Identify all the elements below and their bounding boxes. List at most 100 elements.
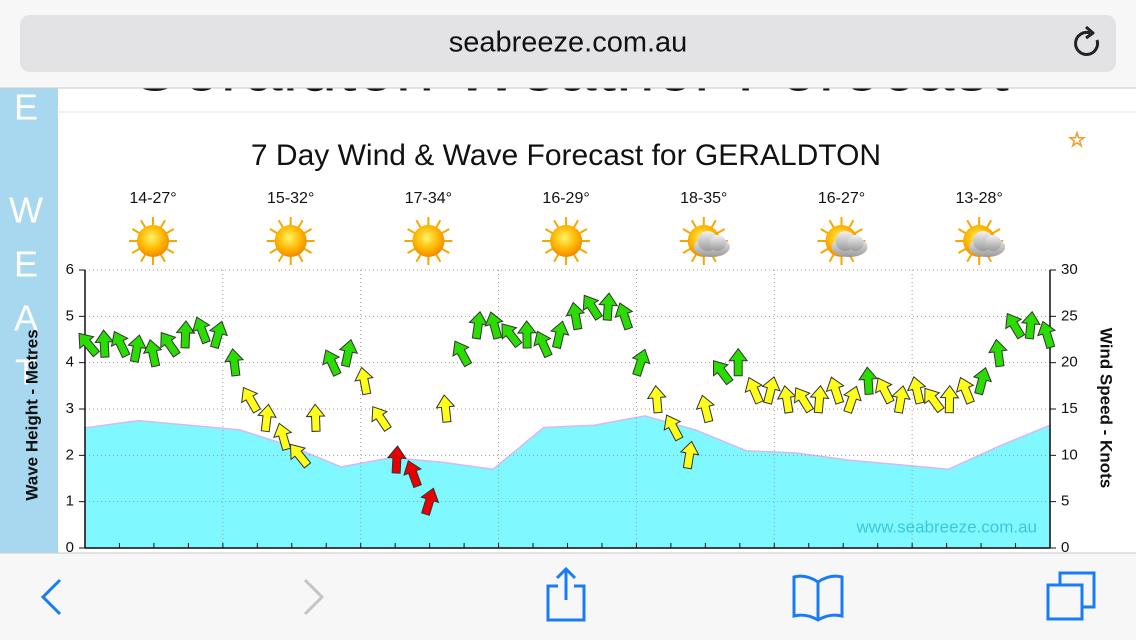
cloud — [709, 235, 726, 251]
wind-arrow — [744, 376, 764, 405]
tabs-button[interactable] — [1046, 571, 1096, 621]
cloud — [985, 235, 1002, 251]
wind-arrow — [403, 459, 422, 489]
wind-arrow — [338, 338, 359, 368]
y-tick-label: 3 — [66, 400, 74, 417]
wind-arrow — [224, 347, 245, 377]
wind-arrow — [582, 294, 604, 321]
y2-tick-label: 20 — [1061, 354, 1078, 371]
wind-arrow — [939, 384, 960, 414]
wind-arrow — [110, 330, 131, 359]
y2-axis-label: Wind Speed - Knots — [1097, 328, 1116, 488]
wind-arrow — [371, 406, 392, 433]
sun — [412, 225, 445, 257]
url-field[interactable] — [20, 15, 1116, 72]
wind-arrow — [533, 330, 553, 359]
wind-arrow — [631, 348, 651, 377]
wind-arrow — [78, 332, 101, 358]
wind-arrow — [679, 440, 700, 470]
weather-icon — [129, 217, 177, 265]
sidebar-letter: W — [9, 190, 43, 231]
wind-arrow — [891, 385, 911, 414]
sidebar-letter: T — [15, 352, 37, 393]
wind-arrow — [712, 360, 734, 386]
sun — [550, 225, 583, 257]
wind-arrow — [1020, 310, 1041, 340]
wind-arrow — [452, 340, 473, 368]
reload-button[interactable] — [1074, 25, 1100, 56]
wind-arrow — [305, 403, 326, 432]
day-temperature: 17-34° — [405, 190, 452, 207]
wind-arrow — [127, 334, 147, 363]
wind-arrow — [501, 323, 523, 349]
y2-tick-label: 0 — [1061, 539, 1069, 556]
wind-arrow — [874, 377, 895, 405]
wind-arrow — [924, 387, 945, 414]
wind-arrow — [257, 403, 277, 433]
chart-title: 7 Day Wind & Wave Forecast for GERALDTON — [251, 139, 881, 172]
wind-arrow — [761, 376, 781, 405]
y-tick-label: 2 — [66, 446, 74, 463]
wind-arrow — [420, 487, 440, 516]
y2-tick-label: 15 — [1061, 400, 1078, 417]
wind-arrow — [241, 386, 262, 414]
share-button[interactable] — [546, 566, 586, 622]
wind-arrow — [598, 292, 619, 321]
watermark: www.seabreeze.com.au — [856, 517, 1037, 536]
wind-arrow — [322, 349, 342, 377]
wind-arrow — [516, 320, 537, 349]
wind-arrow — [565, 301, 586, 331]
wind-arrow — [614, 302, 634, 331]
wind-arrow — [663, 414, 684, 442]
wind-arrow — [842, 385, 862, 414]
y-tick-label: 6 — [66, 261, 74, 278]
wind-arrow — [435, 394, 456, 423]
wind-arrow — [858, 366, 879, 395]
day-temperature: 14-27° — [129, 190, 176, 207]
forward-button[interactable] — [303, 578, 325, 616]
wind-arrow — [273, 422, 293, 452]
y-tick-label: 4 — [66, 354, 74, 371]
wind-arrow — [955, 376, 975, 405]
day-temperature: 16-29° — [542, 190, 589, 207]
back-button[interactable] — [40, 578, 62, 616]
wind-arrow — [825, 376, 845, 405]
day-temperature: 18-35° — [680, 190, 727, 207]
sidebar-letter: E — [14, 244, 38, 285]
wind-arrow — [386, 445, 407, 474]
y2-tick-label: 25 — [1061, 307, 1078, 324]
wind-arrow — [906, 376, 927, 405]
sidebar-letter: A — [14, 298, 38, 339]
day-temperature: 13-28° — [956, 190, 1003, 207]
y-axis-label: Wave Height - Metres — [22, 329, 41, 500]
toolbar — [0, 553, 1136, 640]
wind-arrow — [972, 366, 993, 396]
favorite-star[interactable]: ☆ — [1068, 129, 1087, 152]
wind-arrow — [354, 366, 374, 396]
wind-arrow — [191, 316, 211, 345]
chart: 7 Day Wind & Wave Forecast for GERALDTON… — [22, 139, 1115, 556]
weather-icon — [404, 217, 453, 265]
y-tick-label: 5 — [66, 307, 74, 324]
weather-icon — [679, 217, 730, 265]
weather-icon — [542, 217, 591, 265]
weather-icon — [266, 217, 315, 265]
cloud — [847, 235, 864, 251]
url-text: seabreeze.com.au — [449, 27, 688, 59]
y2-tick-label: 10 — [1061, 446, 1078, 463]
wind-arrow — [728, 347, 749, 377]
wind-arrow — [1036, 320, 1057, 350]
wind-arrow — [646, 384, 667, 414]
sun — [137, 225, 169, 257]
wind-arrow — [484, 311, 504, 340]
weather-icon — [817, 217, 868, 265]
bookmarks-button[interactable] — [792, 574, 844, 622]
sidebar-letter: E — [14, 87, 38, 128]
wind-arrow — [289, 443, 312, 469]
weather-icon — [955, 217, 1006, 265]
y2-tick-label: 5 — [1061, 493, 1069, 510]
wind-arrow — [549, 320, 570, 350]
